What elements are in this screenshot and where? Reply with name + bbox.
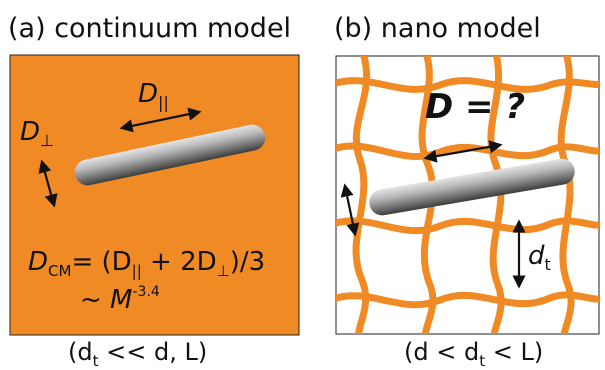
- formula-part: ⊥: [217, 262, 230, 280]
- scaling-exponent: -3.4: [132, 284, 159, 300]
- symbol: d: [528, 241, 545, 271]
- subscript: ||: [158, 93, 169, 112]
- condition-part: (d: [68, 338, 93, 366]
- diagram: (a) continuum model D|| D⊥ DCM= (D|| + 2…: [0, 0, 605, 370]
- condition-part: < L): [485, 338, 543, 366]
- formula-part: )/3: [230, 247, 265, 277]
- condition-part: << d, L): [99, 338, 208, 366]
- scaling-part: ~ M: [80, 285, 132, 315]
- formula-part: = (D: [71, 247, 131, 277]
- formula-part: CM: [48, 262, 71, 280]
- panel-a-title: (a) continuum model: [8, 13, 291, 44]
- panel-b-title: (b) nano model: [334, 13, 541, 44]
- subscript: ⊥: [40, 131, 54, 150]
- symbol: D: [20, 117, 40, 147]
- formula-part: ||: [132, 262, 142, 280]
- formula-part: + 2D: [142, 247, 217, 277]
- question: D = ?: [425, 87, 525, 127]
- symbol: D: [138, 79, 158, 109]
- condition-part: (d < d: [404, 338, 479, 366]
- subscript: t: [545, 255, 551, 274]
- panel-b-condition: (d < dt < L): [404, 338, 543, 370]
- panel-a-condition: (dt << d, L): [68, 338, 207, 370]
- formula-part: D: [28, 247, 48, 277]
